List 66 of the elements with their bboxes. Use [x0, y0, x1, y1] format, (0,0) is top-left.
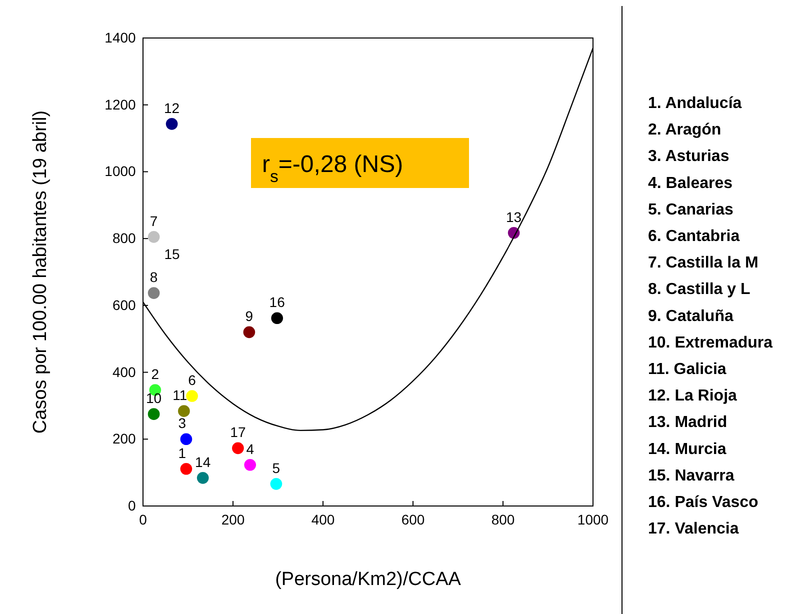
text: 14. Murcia [648, 440, 726, 458]
label-box: r$_{s}$=-0,28 (NS) [251, 138, 469, 188]
text: 10. Extremadura [648, 334, 773, 352]
text: 2. Aragón [648, 122, 722, 139]
annotation: 17 [230, 424, 246, 440]
text: 5. Canarias [648, 201, 734, 218]
text: 7. Castilla la M [648, 254, 758, 272]
x-axis-title: (Persona/Km2)/CCAA [275, 569, 462, 590]
point [270, 478, 282, 490]
text: 1. Andalucía [648, 95, 742, 112]
annotation: 10 [146, 390, 162, 406]
annotation: 4 [246, 440, 254, 457]
y-tick-label: 0 [128, 497, 136, 514]
point [243, 326, 256, 338]
annotation: 9 [245, 308, 254, 324]
annotation: 2 [151, 366, 160, 382]
point [148, 230, 160, 243]
y-tick-label: 400 [112, 364, 136, 380]
point [178, 405, 190, 417]
point [186, 390, 198, 402]
x-tick-label: 400 [311, 511, 335, 528]
annotation: 12 [164, 100, 180, 116]
point [271, 312, 284, 324]
point [166, 118, 178, 130]
y-tick-label: 1200 [104, 96, 136, 112]
point [196, 472, 209, 484]
text: 15. Navarra [648, 467, 734, 484]
annotation: 5 [272, 460, 280, 476]
text: 17. Valencia [648, 520, 739, 538]
point [180, 433, 192, 446]
annotation: 7 [150, 212, 158, 229]
x-tick-label: 600 [401, 511, 425, 528]
y-tick-label: 200 [112, 430, 136, 447]
annotation: 1 [178, 444, 186, 461]
annotation: 3 [178, 415, 186, 432]
annotation: 16 [269, 294, 286, 310]
annotation: 6 [188, 372, 196, 388]
annotation: 13 [506, 208, 522, 225]
point [180, 462, 192, 475]
text: 9. Cataluña [648, 308, 734, 325]
annotation: r$_{s}$=-0,28 (NS) [262, 151, 404, 186]
y-tick-label: 1000 [104, 163, 136, 180]
text: 4. Baleares [648, 174, 733, 192]
annotation: 14 [195, 454, 211, 470]
annotation: 8 [150, 269, 158, 286]
y-axis-title: Casos por 100.00 habitantes (19 abril) [30, 110, 51, 434]
y-tick-label: 800 [112, 230, 136, 246]
y-tick-label: 600 [112, 296, 136, 313]
text: 12. La Rioja [648, 388, 738, 405]
text: 11. Galicia [648, 361, 726, 378]
text: 6. Cantabria [648, 228, 740, 245]
annotation: 15 [164, 246, 180, 262]
x-tick-label: 200 [221, 511, 245, 528]
annotation: 11 [172, 387, 188, 404]
text: 13. Madrid [648, 414, 728, 432]
point [232, 442, 244, 454]
point [148, 408, 160, 420]
text: 3. Asturias [648, 148, 730, 166]
x-tick-label: 1000 [577, 511, 609, 528]
point [148, 287, 160, 299]
text: 8. Castilla y L [648, 281, 750, 298]
text: 16. País Vasco [648, 494, 759, 511]
x-tick-label: 0 [139, 511, 148, 528]
y-tick-label: 1400 [104, 29, 136, 46]
x-tick-label: 800 [491, 511, 515, 528]
point [244, 458, 256, 471]
